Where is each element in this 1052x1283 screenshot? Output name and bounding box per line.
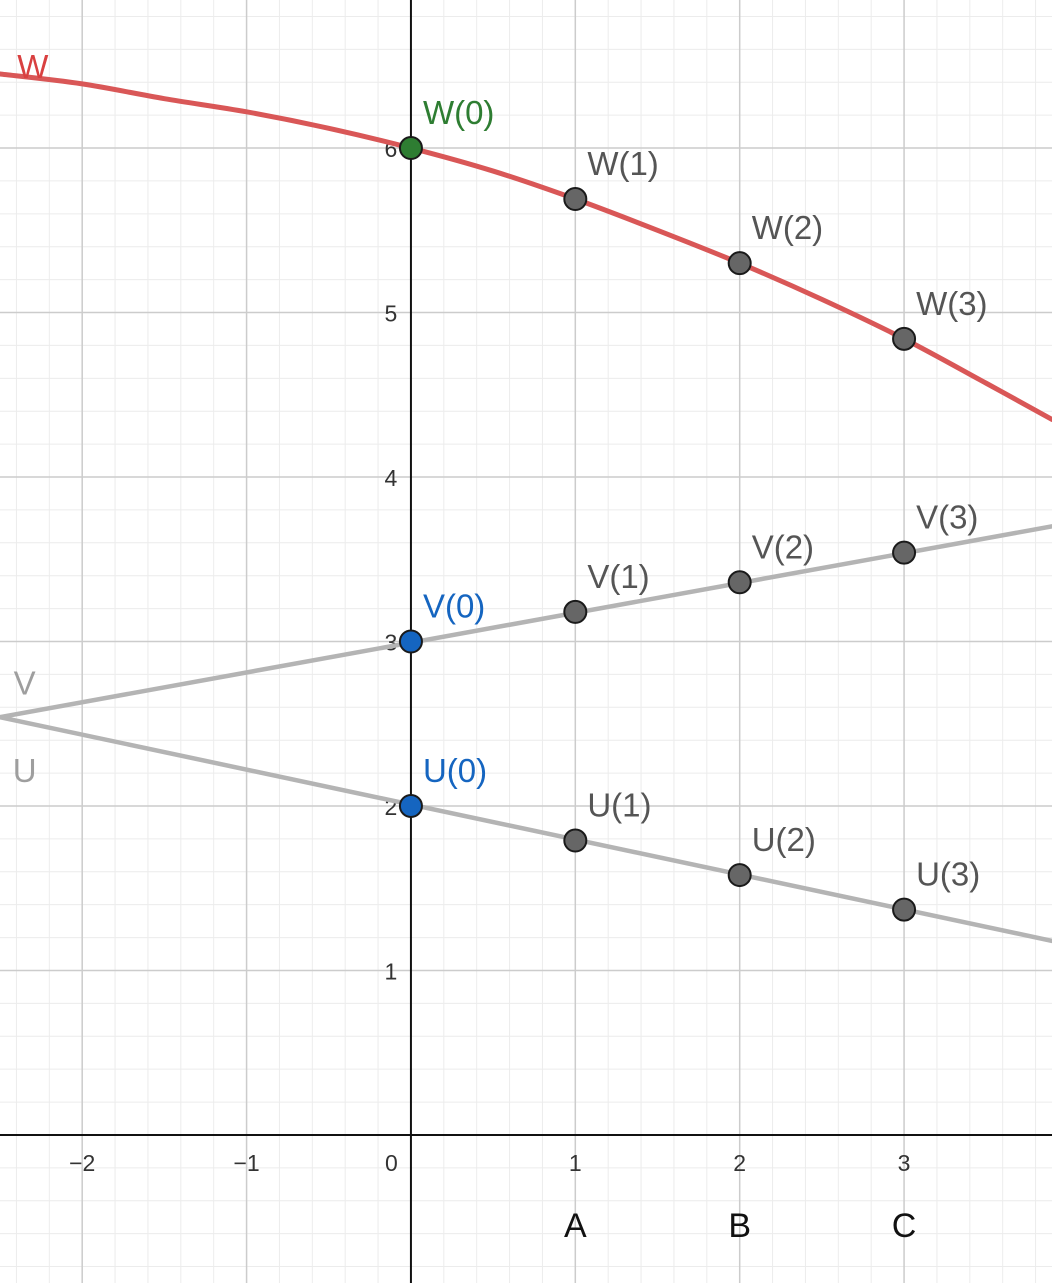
point-u0[interactable] — [398, 793, 423, 818]
point-labels: V U W W(0) W(1) W(2) W(3) V(0) V(1) V(2) V(3) U(0) U… — [13, 48, 988, 893]
curve-u — [0, 714, 1052, 944]
point-v2[interactable] — [727, 570, 752, 595]
point-v1[interactable] — [563, 599, 588, 624]
y-tick-label: 3 — [385, 630, 398, 656]
point-label-u3: U(3) — [916, 856, 980, 893]
y-tick-label: 1 — [385, 958, 398, 984]
point-w0[interactable] — [398, 136, 423, 161]
point-w2[interactable] — [727, 251, 752, 276]
y-tick-label: 4 — [385, 465, 398, 491]
curve-name-u: U — [13, 752, 37, 789]
point-label-u2: U(2) — [752, 821, 816, 858]
point-label-u0: U(0) — [423, 752, 487, 789]
point-w3[interactable] — [892, 326, 917, 351]
curves — [0, 71, 1052, 944]
point-u3[interactable] — [892, 897, 917, 922]
curve-v — [0, 524, 1052, 720]
x-tick-label: 3 — [898, 1150, 911, 1176]
x-tick-label: 0 — [385, 1150, 398, 1176]
point-label-w2: W(2) — [752, 209, 823, 246]
curve-w — [0, 71, 1052, 422]
x-category-label: C — [892, 1207, 917, 1245]
point-u2[interactable] — [727, 863, 752, 888]
point-label-v1: V(1) — [587, 558, 649, 595]
x-category-label: A — [564, 1207, 587, 1245]
x-category-label: B — [728, 1207, 751, 1245]
x-tick-label: −2 — [69, 1150, 95, 1176]
x-tick-label: 2 — [733, 1150, 746, 1176]
point-label-w3: W(3) — [916, 285, 987, 322]
point-label-v2: V(2) — [752, 528, 814, 565]
point-label-v3: V(3) — [916, 499, 978, 536]
x-tick-label: 1 — [569, 1150, 582, 1176]
point-label-u1: U(1) — [587, 787, 651, 824]
point-w1[interactable] — [563, 187, 588, 212]
y-tick-label: 5 — [385, 301, 398, 327]
x-tick-label: −1 — [233, 1150, 259, 1176]
data-points — [398, 136, 917, 922]
curve-name-v: V — [14, 665, 36, 702]
point-label-v0: V(0) — [423, 588, 485, 625]
curve-name-w: W — [17, 48, 49, 85]
point-label-w0: W(0) — [423, 94, 494, 131]
point-v0[interactable] — [398, 629, 423, 654]
point-v3[interactable] — [892, 540, 917, 565]
point-u1[interactable] — [563, 828, 588, 853]
point-label-w1: W(1) — [587, 145, 658, 182]
